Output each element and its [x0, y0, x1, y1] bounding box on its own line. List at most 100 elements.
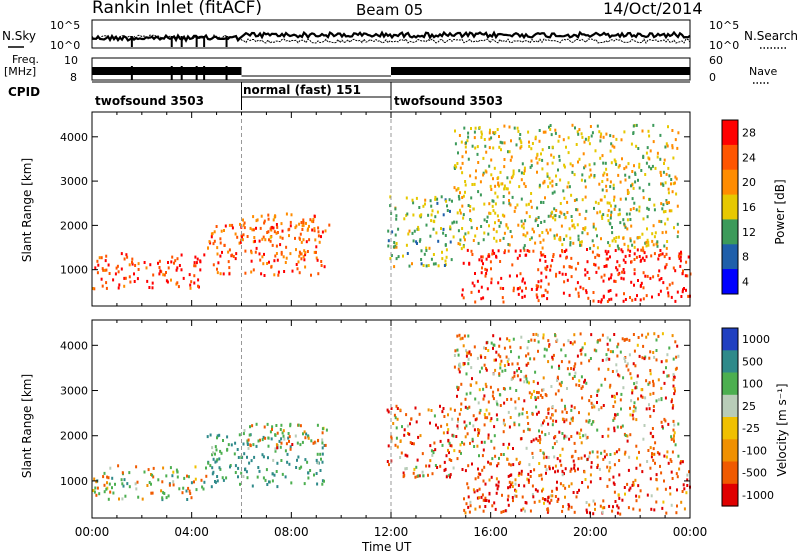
echo-cell-1-1: [230, 443, 233, 447]
echo-cell-0-5: [527, 130, 530, 134]
echo-cell-0-4: [613, 279, 616, 283]
echo-cell-1-4: [573, 463, 576, 467]
echo-cell-0-5: [620, 138, 623, 142]
echo-cell-1-5: [525, 374, 528, 378]
echo-cell-0-3: [420, 258, 423, 261]
echo-cell-1-5: [487, 436, 490, 440]
echo-cell-0-4: [677, 254, 680, 258]
echo-cell-0-5: [672, 156, 675, 160]
echo-cell-1-4: [680, 500, 683, 504]
echo-cell-1-5: [509, 345, 512, 349]
echo-cell-1-5: [541, 430, 543, 434]
echo-cell-1-1: [215, 448, 218, 452]
echo-cell-1-3: [436, 466, 439, 469]
echo-cell-1-5: [561, 410, 564, 414]
freq-left-top-tick: 10: [64, 54, 78, 67]
echo-cell-0-4: [539, 285, 542, 289]
echo-cell-1-3: [429, 444, 432, 448]
echo-cell-1-5: [565, 411, 568, 414]
echo-cell-0-4: [519, 286, 521, 290]
echo-cell-1-4: [547, 496, 550, 500]
echo-cell-1-5: [496, 402, 499, 406]
echo-cell-1-5: [521, 412, 524, 416]
echo-cell-0-0: [180, 253, 183, 257]
echo-cell-1-5: [596, 450, 599, 454]
echo-cell-0-2: [295, 224, 298, 228]
echo-cell-1-5: [663, 454, 666, 458]
echo-cell-1-5: [490, 417, 493, 421]
colorbar-swatch-1-7: [722, 483, 738, 507]
echo-cell-1-5: [571, 342, 574, 346]
echo-cell-0-0: [123, 257, 126, 261]
echo-cell-1-5: [640, 394, 643, 398]
echo-cell-0-4: [537, 284, 540, 288]
echo-cell-0-5: [467, 131, 470, 135]
echo-cell-1-0: [94, 486, 97, 490]
echo-cell-0-5: [562, 138, 565, 142]
echo-cell-1-5: [642, 344, 645, 348]
echo-cell-0-4: [542, 253, 545, 257]
echo-cell-0-5: [519, 133, 522, 136]
echo-cell-1-5: [628, 455, 631, 459]
echo-cell-1-0: [182, 486, 185, 490]
echo-cell-0-0: [117, 286, 120, 290]
echo-cell-0-1: [252, 240, 255, 244]
echo-cell-0-5: [652, 243, 655, 247]
echo-cell-0-5: [675, 192, 678, 196]
echo-cell-1-5: [561, 432, 564, 435]
echo-cell-1-4: [578, 488, 580, 492]
echo-cell-0-2: [264, 238, 267, 242]
echo-cell-0-1: [262, 235, 265, 239]
echo-cell-1-0: [120, 478, 123, 482]
echo-cell-1-4: [481, 493, 484, 497]
echo-cell-1-5: [493, 446, 496, 450]
echo-cell-1-1: [306, 460, 309, 464]
echo-cell-1-0: [98, 492, 101, 496]
echo-cell-0-0: [177, 285, 180, 289]
echo-cell-0-5: [503, 184, 506, 188]
echo-cell-1-5: [463, 362, 466, 366]
echo-cell-0-5: [666, 144, 669, 148]
echo-cell-1-5: [590, 401, 593, 405]
colorbar-tick-1-3: 25: [742, 400, 756, 413]
echo-cell-0-5: [638, 186, 641, 190]
echo-cell-1-1: [214, 480, 216, 483]
echo-cell-1-5: [637, 336, 640, 339]
echo-cell-1-5: [555, 419, 558, 423]
echo-cell-0-4: [605, 264, 608, 268]
echo-cell-1-5: [534, 370, 537, 374]
echo-cell-0-0: [105, 268, 108, 272]
echo-cell-0-5: [528, 215, 531, 219]
echo-cell-1-5: [529, 357, 532, 361]
echo-cell-1-1: [274, 449, 277, 453]
echo-cell-1-5: [492, 390, 495, 394]
echo-cell-0-5: [607, 209, 610, 213]
echo-cell-0-5: [619, 180, 622, 184]
echo-cell-0-4: [521, 289, 524, 293]
echo-cell-1-5: [612, 350, 614, 354]
echo-cell-0-5: [531, 227, 534, 231]
echo-cell-0-5: [588, 142, 591, 146]
echo-cell-0-5: [520, 171, 523, 175]
echo-cell-1-5: [677, 422, 680, 426]
echo-cell-1-3: [447, 448, 449, 452]
echo-cell-0-1: [263, 221, 266, 225]
echo-cell-0-4: [628, 254, 631, 258]
echo-cell-1-4: [626, 482, 629, 486]
echo-cell-0-3: [393, 241, 396, 244]
echo-cell-0-3: [391, 230, 394, 234]
echo-cell-0-3: [405, 243, 408, 247]
echo-cell-1-5: [493, 425, 496, 429]
echo-cell-1-5: [530, 392, 533, 396]
echo-cell-1-0: [117, 464, 120, 468]
echo-cell-1-4: [596, 466, 599, 469]
echo-cell-0-4: [528, 249, 531, 253]
echo-cell-1-5: [514, 406, 517, 410]
echo-cell-1-1: [252, 443, 255, 447]
echo-cell-1-4: [544, 464, 547, 468]
echo-cell-1-5: [660, 386, 663, 390]
echo-cell-1-3: [414, 475, 417, 479]
echo-cell-0-5: [480, 130, 483, 134]
echo-cell-0-5: [572, 223, 575, 227]
